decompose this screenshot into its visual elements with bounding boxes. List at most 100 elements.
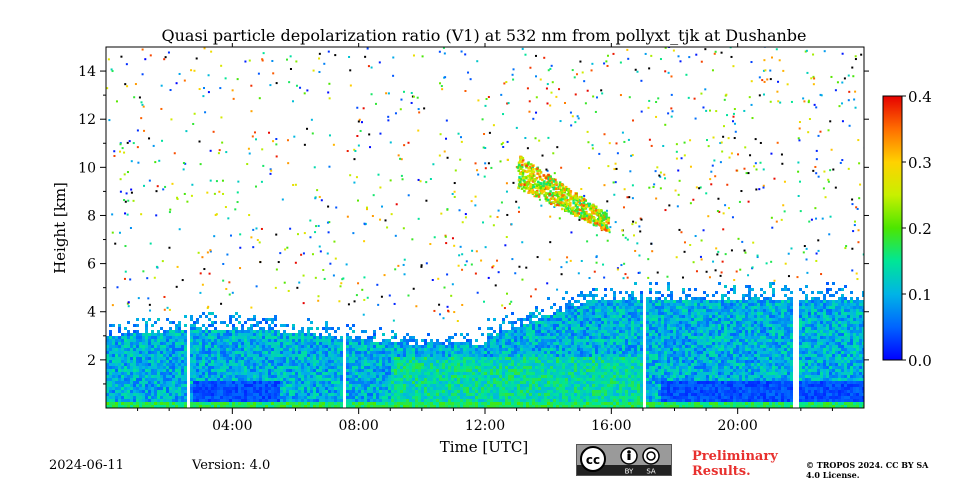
heatmap-cell	[220, 351, 223, 354]
heatmap-cell	[589, 372, 592, 375]
heatmap-cell	[199, 366, 202, 369]
heatmap-cell	[259, 363, 262, 366]
heatmap-cell	[148, 372, 151, 375]
heatmap-cell	[613, 330, 616, 333]
heatmap-cell	[610, 396, 613, 399]
heatmap-cell	[553, 351, 556, 354]
heatmap-cell	[127, 369, 130, 372]
heatmap-cell	[184, 402, 187, 405]
heatmap-cell	[514, 321, 517, 324]
heatmap-cell	[439, 381, 442, 384]
heatmap-cell	[121, 402, 124, 405]
heatmap-cell	[499, 372, 502, 375]
heatmap-cell	[178, 402, 181, 405]
heatmap-cell	[130, 366, 133, 369]
heatmap-cell	[547, 372, 550, 375]
heatmap-cell	[274, 378, 277, 381]
heatmap-cell	[313, 336, 316, 339]
heatmap-cell	[199, 363, 202, 366]
heatmap-cell	[448, 402, 451, 405]
heatmap-cell	[535, 375, 538, 378]
heatmap-cell	[457, 342, 460, 345]
heatmap-cell	[322, 396, 325, 399]
heatmap-cell	[262, 381, 265, 384]
heatmap-cell	[646, 381, 649, 384]
heatmap-cell	[463, 381, 466, 384]
heatmap-cell	[625, 306, 628, 309]
heatmap-cell	[598, 360, 601, 363]
heatmap-cell	[553, 387, 556, 390]
heatmap-cell	[220, 393, 223, 396]
heatmap-cell	[154, 390, 157, 393]
heatmap-cell	[361, 387, 364, 390]
heatmap-cell	[385, 390, 388, 393]
heatmap-cell	[319, 333, 322, 336]
heatmap-cell	[196, 339, 199, 342]
heatmap-cell	[475, 375, 478, 378]
heatmap-cell	[106, 366, 109, 369]
heatmap-cell	[337, 351, 340, 354]
heatmap-cell	[118, 348, 121, 351]
heatmap-cell	[607, 384, 610, 387]
heatmap-cell	[313, 366, 316, 369]
heatmap-cell	[268, 381, 271, 384]
heatmap-cell	[286, 384, 289, 387]
heatmap-cell	[283, 393, 286, 396]
heatmap-cell	[496, 384, 499, 387]
heatmap-cell	[625, 372, 628, 375]
heatmap-cell	[133, 369, 136, 372]
heatmap-cell	[310, 369, 313, 372]
heatmap-cell	[382, 357, 385, 360]
heatmap-cell	[457, 405, 460, 408]
heatmap-cell	[163, 396, 166, 399]
heatmap-cell	[223, 360, 226, 363]
heatmap-cell	[247, 357, 250, 360]
heatmap-cell	[115, 351, 118, 354]
heatmap-cell	[319, 336, 322, 339]
heatmap-cell	[595, 324, 598, 327]
heatmap-cell	[346, 333, 349, 336]
heatmap-cell	[535, 324, 538, 327]
heatmap-cell	[271, 357, 274, 360]
heatmap-cell	[526, 399, 529, 402]
heatmap-cell	[598, 348, 601, 351]
heatmap-cell	[562, 372, 565, 375]
heatmap-cell	[319, 402, 322, 405]
heatmap-cell	[166, 384, 169, 387]
heatmap-cell	[163, 384, 166, 387]
heatmap-cell	[334, 348, 337, 351]
heatmap-cell	[589, 315, 592, 318]
heatmap-cell	[202, 369, 205, 372]
heatmap-cell	[511, 312, 514, 315]
heatmap-cell	[325, 381, 328, 384]
heatmap-cell	[436, 393, 439, 396]
heatmap-cell	[202, 342, 205, 345]
heatmap-cell	[583, 321, 586, 324]
heatmap-cell	[397, 342, 400, 345]
heatmap-cell	[568, 306, 571, 309]
heatmap-cell	[460, 360, 463, 363]
heatmap-cell	[517, 393, 520, 396]
heatmap-cell	[400, 357, 403, 360]
heatmap-cell	[358, 363, 361, 366]
heatmap-cell	[541, 336, 544, 339]
heatmap-cell	[154, 357, 157, 360]
heatmap-cell	[373, 387, 376, 390]
heatmap-cell	[208, 357, 211, 360]
heatmap-cell	[505, 381, 508, 384]
heatmap-cell	[307, 330, 310, 333]
heatmap-cell	[361, 357, 364, 360]
heatmap-cell	[640, 342, 643, 345]
heatmap-cell	[106, 399, 109, 402]
heatmap-cell	[322, 393, 325, 396]
heatmap-cell	[370, 405, 373, 408]
heatmap-cell	[238, 366, 241, 369]
heatmap-cell	[505, 363, 508, 366]
heatmap-cell	[433, 342, 436, 345]
heatmap-cell	[529, 330, 532, 333]
heatmap-cell	[625, 300, 628, 303]
heatmap-cell	[133, 390, 136, 393]
heatmap-cell	[361, 345, 364, 348]
heatmap-cell	[397, 402, 400, 405]
heatmap-cell	[367, 390, 370, 393]
